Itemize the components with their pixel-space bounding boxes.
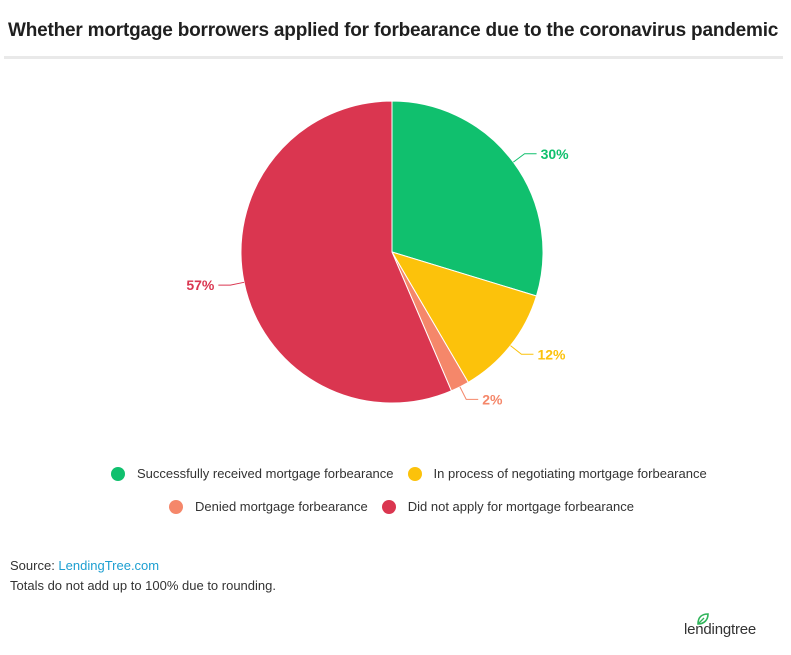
leaf-icon: [697, 613, 709, 625]
legend-marker-3: [169, 499, 183, 514]
pie-slice-4: [240, 100, 453, 404]
leader-line-1: [513, 153, 537, 163]
legend-label-3: Denied mortgage forbearance: [195, 499, 368, 514]
legend-item-3: Denied mortgage forbearance: [169, 499, 368, 514]
legend-item-4: Did not apply for mortgage forbearance: [381, 499, 634, 514]
pie-chart: 30% 12% 2% 57%: [186, 100, 570, 407]
lendingtree-logo: lendingtree: [684, 621, 757, 638]
pie-slice-2: [390, 251, 538, 384]
legend-label-2: In process of negotiating mortgage forbe…: [433, 466, 707, 481]
title-divider: [4, 56, 783, 59]
pie-slice-1: [391, 100, 544, 297]
source-prefix: Source:: [10, 558, 59, 573]
source-line: Source: LendingTree.com: [10, 558, 159, 573]
rounding-note: Totals do not add up to 100% due to roun…: [10, 578, 276, 593]
data-label-4: 57%: [186, 277, 215, 293]
legend-marker-1: [111, 466, 125, 481]
leader-line-2: [510, 345, 534, 355]
data-label-2: 12%: [537, 346, 566, 362]
legend-marker-4: [381, 499, 396, 514]
chart-title: Whether mortgage borrowers applied for f…: [8, 20, 779, 41]
leader-line-3: [459, 386, 479, 400]
source-link[interactable]: LendingTree.com: [58, 558, 160, 573]
legend-item-2: In process of negotiating mortgage forbe…: [407, 466, 707, 481]
data-label-1: 30%: [541, 146, 570, 162]
legend-label-4: Did not apply for mortgage forbearance: [407, 499, 634, 514]
legend-item-1: Successfully received mortgage forbearan…: [111, 466, 394, 481]
leader-line-4: [218, 281, 245, 286]
data-label-3: 2%: [482, 391, 503, 407]
legend-marker-2: [407, 466, 422, 481]
legend-row-2: Denied mortgage forbearance Did not apply…: [169, 499, 648, 514]
legend-label-1: Successfully received mortgage forbearan…: [137, 466, 394, 481]
legend-row-1: Successfully received mortgage forbearan…: [111, 466, 721, 481]
